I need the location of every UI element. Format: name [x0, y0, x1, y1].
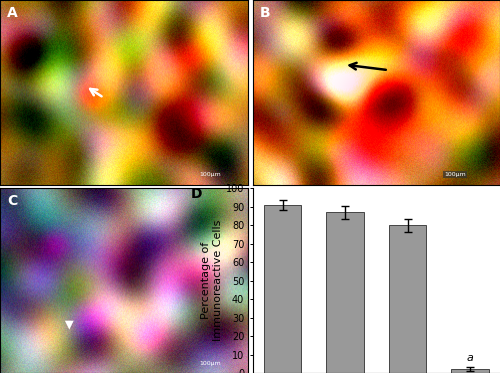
Text: 100μm: 100μm: [200, 361, 221, 366]
Y-axis label: Percentage of
Immunoreactive Cells: Percentage of Immunoreactive Cells: [202, 220, 223, 341]
Text: C: C: [8, 194, 18, 208]
Bar: [389, 225, 426, 373]
Text: 100μm: 100μm: [444, 172, 466, 177]
Text: A: A: [8, 6, 18, 19]
Text: D: D: [190, 186, 202, 201]
Text: 100μm: 100μm: [200, 172, 221, 177]
Text: a: a: [466, 353, 473, 363]
Text: B: B: [260, 6, 270, 19]
Bar: [264, 205, 301, 373]
Bar: [451, 369, 489, 373]
Bar: [326, 212, 364, 373]
